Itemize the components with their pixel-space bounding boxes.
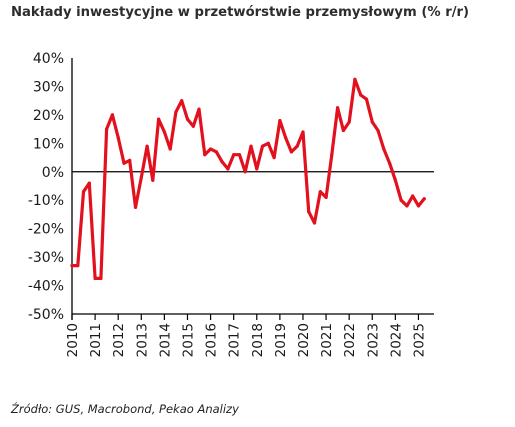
data-point [312, 221, 317, 225]
x-tick-label: 2010 [65, 323, 81, 357]
data-point [168, 147, 172, 151]
data-point [376, 128, 380, 133]
data-point [272, 155, 276, 160]
data-point [416, 204, 421, 208]
x-tick-label: 2012 [111, 323, 127, 357]
data-point [208, 147, 213, 151]
data-point [295, 144, 299, 148]
data-point [81, 190, 86, 194]
data-point [197, 107, 201, 111]
data-point [387, 161, 392, 165]
data-point [278, 118, 282, 123]
data-point [405, 204, 409, 208]
data-point [289, 150, 294, 154]
x-tick-label: 2017 [227, 323, 243, 357]
data-point [364, 97, 369, 101]
data-point [359, 93, 363, 97]
data-point [99, 276, 103, 281]
data-point [180, 99, 184, 103]
data-point [220, 160, 224, 164]
x-tick-label: 2022 [342, 323, 358, 357]
data-point [116, 136, 120, 140]
x-tick-label: 2015 [180, 323, 196, 357]
data-point [249, 144, 253, 148]
chart-title: Nakłady inwestycyjne w przetwórstwie prz… [11, 5, 470, 20]
data-point [157, 117, 161, 121]
data-point [232, 153, 236, 157]
y-tick-label: -10% [28, 193, 64, 209]
y-tick-label: -20% [28, 222, 64, 238]
data-point [237, 153, 242, 157]
data-point [128, 158, 132, 162]
data-point [399, 198, 403, 202]
data-point [76, 264, 80, 268]
x-tick-label: 2016 [204, 323, 220, 357]
x-tick-label: 2019 [273, 323, 289, 357]
data-point [162, 130, 166, 134]
data-point [393, 178, 397, 182]
data-point [145, 144, 149, 148]
y-axis-ticks: 40% 30% 20% 10% 0% -10% -20% -30% -40% -50% [28, 51, 64, 323]
y-tick-label: 10% [33, 136, 64, 152]
data-point [255, 167, 259, 171]
series-line [70, 77, 426, 280]
data-point [203, 153, 207, 157]
data-point [70, 264, 74, 268]
data-point [341, 128, 345, 133]
data-point [260, 144, 265, 148]
data-point [266, 141, 270, 145]
x-tick-label: 2014 [157, 323, 173, 357]
y-tick-label: 20% [33, 108, 64, 124]
data-point [370, 120, 374, 124]
data-point [110, 113, 115, 117]
x-tick-label: 2018 [250, 323, 266, 357]
data-point [133, 205, 138, 209]
data-point [382, 147, 386, 151]
data-point [226, 167, 230, 171]
source-note: Źródło: GUS, Macrobond, Pekao Analizy [11, 402, 239, 416]
y-tick-label: 40% [33, 51, 64, 67]
data-point [191, 124, 195, 128]
data-point [330, 153, 334, 157]
y-tick-label: -30% [28, 250, 64, 266]
x-tick-label: 2011 [88, 323, 104, 357]
y-tick-label: 0% [42, 165, 64, 181]
data-point [353, 77, 357, 81]
x-tick-label: 2021 [319, 323, 335, 357]
data-point [318, 190, 322, 194]
data-point [174, 110, 178, 114]
data-point [243, 170, 247, 174]
y-tick-label: -50% [28, 307, 64, 323]
y-tick-label: 30% [33, 79, 64, 95]
series-group [70, 77, 426, 281]
x-axis-ticks: 2010 2011 2012 2013 2014 2015 2016 2017 2018 2019… [65, 314, 427, 357]
x-tick-label: 2013 [134, 323, 150, 357]
data-point [324, 195, 328, 199]
data-point [139, 175, 143, 180]
data-point [151, 178, 155, 182]
data-point [284, 136, 288, 140]
data-point [214, 150, 218, 154]
data-point [105, 127, 109, 131]
data-point [411, 194, 415, 198]
x-tick-label: 2020 [296, 323, 312, 357]
line-chart: 40%30%20%10%0%-10%-20%-30%-40%-50% 2010 2… [28, 51, 434, 357]
data-point [422, 197, 426, 201]
data-point [185, 117, 190, 121]
y-tick-label: -40% [28, 279, 64, 295]
data-point [336, 106, 340, 110]
data-point [347, 120, 351, 124]
data-point [122, 161, 126, 165]
data-point [93, 276, 97, 281]
data-point [307, 210, 311, 214]
data-point [87, 181, 91, 185]
data-point [301, 130, 305, 134]
x-tick-label: 2023 [365, 323, 381, 357]
x-tick-label: 2025 [411, 323, 427, 357]
x-tick-label: 2024 [388, 323, 404, 357]
